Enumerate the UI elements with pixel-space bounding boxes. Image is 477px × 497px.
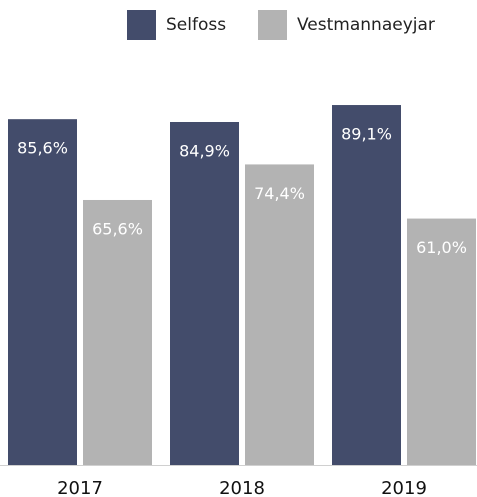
x-tick-label: 2018	[219, 478, 265, 497]
value-label: 65,6%	[92, 219, 143, 238]
legend-swatch	[258, 10, 287, 40]
value-label: 85,6%	[17, 139, 68, 158]
bar	[83, 199, 152, 465]
legend-swatch	[127, 10, 156, 40]
x-tick-label: 2017	[57, 478, 103, 497]
bar	[8, 119, 77, 466]
value-label: 89,1%	[341, 125, 392, 144]
bar	[245, 164, 314, 465]
legend-label: Vestmannaeyjar	[297, 15, 435, 35]
bar	[170, 122, 239, 465]
bar	[332, 105, 401, 465]
x-tick-label: 2019	[381, 478, 427, 497]
legend-label: Selfoss	[166, 15, 226, 35]
value-label: 84,9%	[179, 142, 230, 161]
value-label: 74,4%	[254, 184, 305, 203]
value-label: 61,0%	[416, 238, 467, 257]
bar	[407, 218, 476, 465]
